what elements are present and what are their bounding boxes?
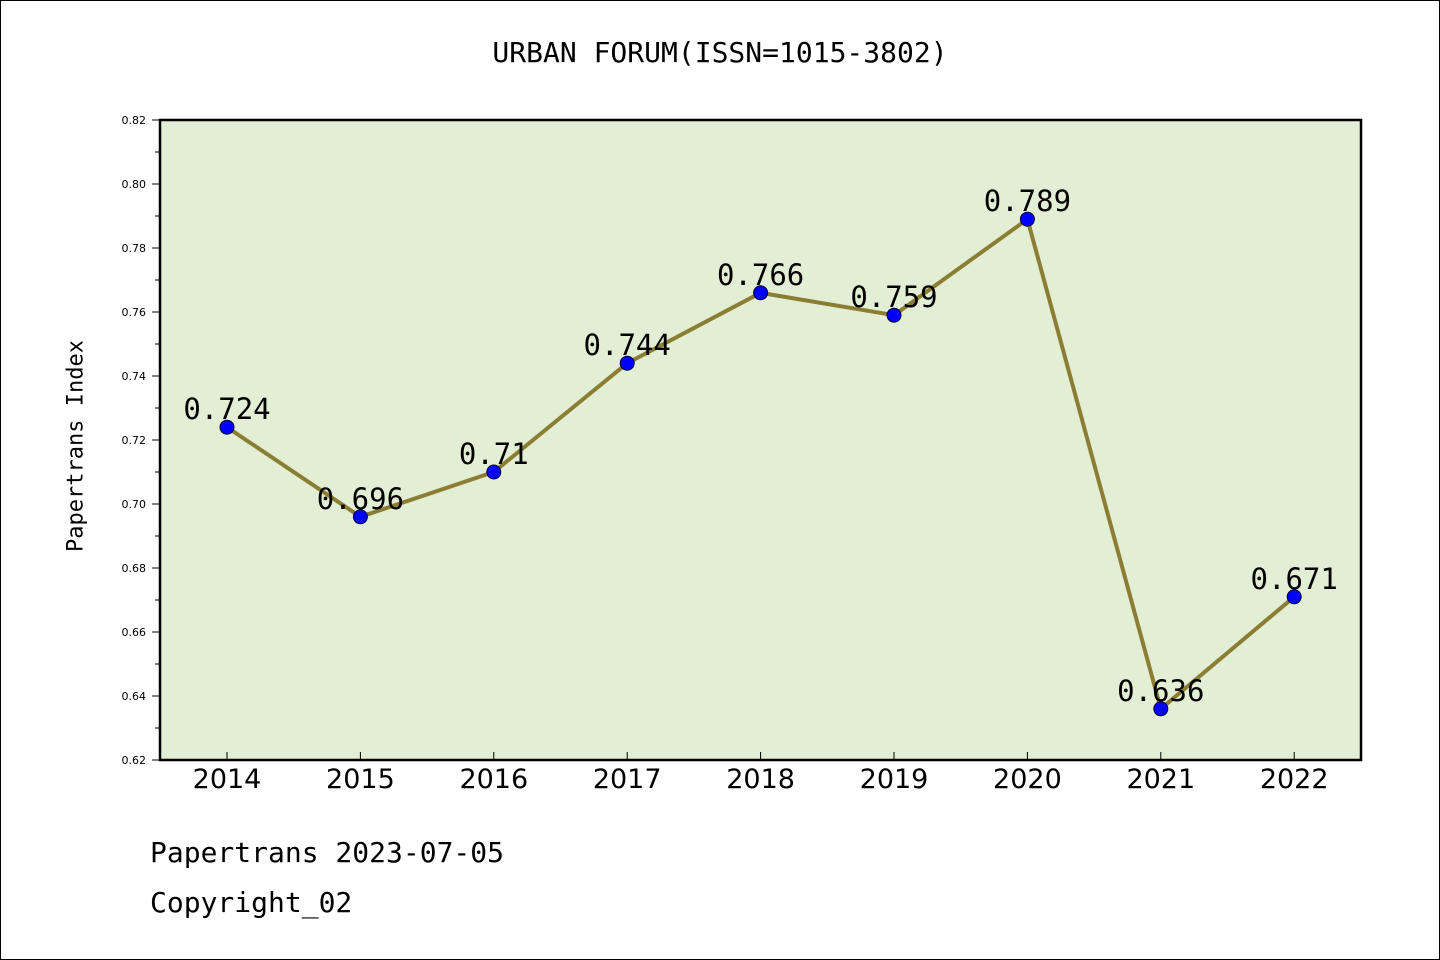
x-tick-label: 2021 <box>1126 764 1195 795</box>
data-point <box>886 307 902 323</box>
data-label: 0.636 <box>1117 674 1204 708</box>
footer-copyright-text: Copyright_02 <box>150 886 353 919</box>
chart-title: URBAN FORUM(ISSN=1015-3802) <box>492 36 948 69</box>
y-tick-label: 0.62 <box>122 754 147 767</box>
y-tick-label: 0.70 <box>122 498 147 511</box>
x-tick-label: 2020 <box>993 764 1062 795</box>
data-point <box>486 464 502 480</box>
x-tick-label: 2019 <box>860 764 929 795</box>
y-tick-label: 0.68 <box>122 562 147 575</box>
y-tick-label: 0.64 <box>122 690 147 703</box>
plot-background <box>160 120 1361 760</box>
y-tick-label: 0.76 <box>122 306 147 319</box>
data-label: 0.789 <box>984 184 1071 218</box>
data-point <box>753 285 769 301</box>
data-label: 0.696 <box>317 482 404 516</box>
x-tick-label: 2015 <box>326 764 395 795</box>
y-tick-label: 0.66 <box>122 626 147 639</box>
y-tick-label: 0.80 <box>122 178 147 191</box>
plot-border <box>158 118 1363 762</box>
x-tick-label: 2017 <box>593 764 662 795</box>
y-tick-label: 0.82 <box>122 114 147 127</box>
data-label: 0.766 <box>717 258 804 292</box>
data-point <box>619 355 635 371</box>
data-label: 0.71 <box>459 437 529 471</box>
data-point <box>1019 211 1035 227</box>
data-point <box>1286 589 1302 605</box>
data-point <box>352 509 368 525</box>
y-tick-label: 0.72 <box>122 434 147 447</box>
x-tick-label: 2016 <box>459 764 528 795</box>
data-label: 0.671 <box>1251 562 1338 596</box>
y-tick-label: 0.74 <box>122 370 147 383</box>
x-tick-label: 2022 <box>1260 764 1329 795</box>
data-label: 0.759 <box>850 280 937 314</box>
x-tick-label: 2014 <box>193 764 262 795</box>
data-label: 0.744 <box>584 328 671 362</box>
x-tick-label: 2018 <box>726 764 795 795</box>
data-point <box>1153 701 1169 717</box>
footer-date-text: Papertrans 2023-07-05 <box>150 836 505 869</box>
data-point <box>219 419 235 435</box>
y-tick-label: 0.78 <box>122 242 147 255</box>
data-label: 0.724 <box>183 392 270 426</box>
